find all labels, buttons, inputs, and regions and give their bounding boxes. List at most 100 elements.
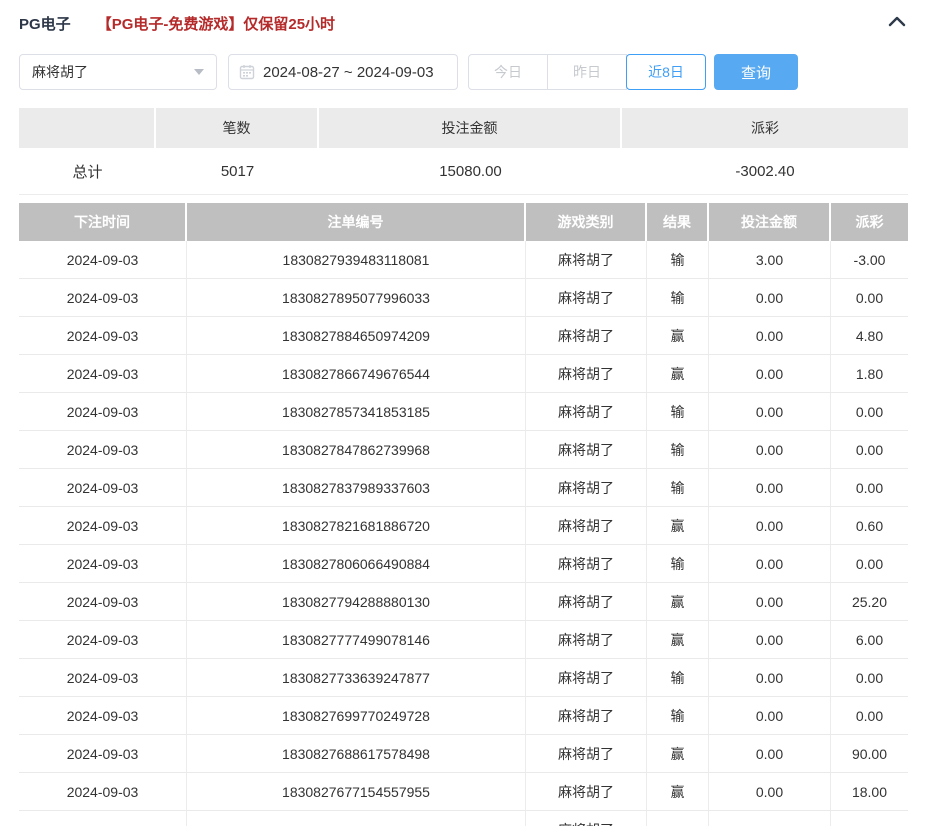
table-row: 2024-09-03 1830827777499078146 麻将胡了 赢 0.… <box>19 621 908 659</box>
cell-bet-id: 1830827895077996033 <box>187 279 526 316</box>
cell-bet-time: 2024-09-03 <box>19 507 187 544</box>
summary-header-blank <box>19 108 156 148</box>
cell-bet-amount: 3.00 <box>709 241 831 278</box>
cell-bet-time: 2024-09-03 <box>19 773 187 810</box>
table-row: 2024-09-03 1830827866749676544 麻将胡了 赢 0.… <box>19 355 908 393</box>
col-header-time: 下注时间 <box>19 203 187 241</box>
cell-bet-time: 2024-09-03 <box>19 735 187 772</box>
summary-total-bet: 15080.00 <box>439 162 502 180</box>
cell-result <box>647 811 709 826</box>
cell-bet-time: 2024-09-03 <box>19 621 187 658</box>
summary-header-bet: 投注金额 <box>319 108 622 148</box>
today-button[interactable]: 今日 <box>468 54 548 90</box>
cell-game-type: 麻将胡了 <box>526 735 647 772</box>
cell-result: 赢 <box>647 773 709 810</box>
table-row: 2024-09-03 1830827821681886720 麻将胡了 赢 0.… <box>19 507 908 545</box>
cell-bet-id: 1830827884650974209 <box>187 317 526 354</box>
cell-result: 输 <box>647 241 709 278</box>
table-row: 2024-09-03 1830827677154557955 麻将胡了 赢 0.… <box>19 773 908 811</box>
cell-payout: -3.00 <box>853 251 886 268</box>
cell-game-type: 麻将胡了 <box>526 811 647 826</box>
table-body: 2024-09-03 1830827939483118081 麻将胡了 输 3.… <box>19 241 908 826</box>
search-button[interactable]: 查询 <box>714 54 798 90</box>
cell-result: 赢 <box>647 355 709 392</box>
cell-game-type: 麻将胡了 <box>526 431 647 468</box>
cell-result: 赢 <box>647 583 709 620</box>
cell-game-type: 麻将胡了 <box>526 469 647 506</box>
cell-payout: 0.00 <box>855 669 884 686</box>
cell-bet-id: 1830827699770249728 <box>187 697 526 734</box>
table-row: 2024-09-03 1830827733639247877 麻将胡了 输 0.… <box>19 659 908 697</box>
cell-payout: 0.00 <box>855 707 884 724</box>
filter-bar: 麻将胡了 2024-08-27 ~ 2024-09-03 今日 昨日 近8日 查… <box>19 54 908 90</box>
chevron-up-icon <box>888 14 906 32</box>
cell-game-type: 麻将胡了 <box>526 583 647 620</box>
cell-payout: 0.00 <box>855 441 884 458</box>
caret-down-icon <box>194 69 204 75</box>
cell-bet-amount: 0.00 <box>709 355 831 392</box>
cell-bet-amount: 0.00 <box>709 773 831 810</box>
cell-game-type: 麻将胡了 <box>526 545 647 582</box>
cell-bet-id: 1830827821681886720 <box>187 507 526 544</box>
cell-payout: 0.00 <box>855 403 884 420</box>
table-row: 2024-09-03 1830827939483118081 麻将胡了 输 3.… <box>19 241 908 279</box>
cell-bet-id: 1830827857341853185 <box>187 393 526 430</box>
col-header-bet: 投注金额 <box>709 203 831 241</box>
date-range-input[interactable]: 2024-08-27 ~ 2024-09-03 <box>228 54 458 90</box>
col-header-id: 注单编号 <box>187 203 526 241</box>
cell-bet-time: 2024-09-03 <box>19 279 187 316</box>
panel-header: PG电子 【PG电子-免费游戏】仅保留25小时 <box>19 0 908 46</box>
cell-bet-amount: 0.00 <box>709 621 831 658</box>
cell-bet-id: 1830827939483118081 <box>187 241 526 278</box>
cell-bet-id: 1830827688617578498 <box>187 735 526 772</box>
cell-bet-amount: 0.00 <box>709 279 831 316</box>
cell-bet-time: 2024-09-03 <box>19 697 187 734</box>
table-row: 2024-09-03 1830827794288880130 麻将胡了 赢 0.… <box>19 583 908 621</box>
table-row: 2024-09-03 1830827847862739968 麻将胡了 输 0.… <box>19 431 908 469</box>
summary-total-label: 总计 <box>72 163 103 181</box>
summary-total-row: 总计 5017 15080.00 -3002.40 <box>19 148 908 195</box>
cell-result: 赢 <box>647 317 709 354</box>
cell-result: 输 <box>647 431 709 468</box>
last-8-days-button[interactable]: 近8日 <box>626 54 706 90</box>
cell-bet-time: 2024-09-03 <box>19 469 187 506</box>
cell-result: 输 <box>647 697 709 734</box>
collapse-button[interactable] <box>886 12 908 34</box>
cell-payout: 0.60 <box>855 517 884 534</box>
table-row: 2024-09-03 1830827688617578498 麻将胡了 赢 0.… <box>19 735 908 773</box>
summary-total-payout: -3002.40 <box>735 162 795 180</box>
bet-records-table: 下注时间 注单编号 游戏类别 结果 投注金额 派彩 2024-09-03 183… <box>19 203 908 826</box>
cell-result: 输 <box>647 545 709 582</box>
cell-game-type: 麻将胡了 <box>526 659 647 696</box>
cell-payout: 0.00 <box>855 289 884 306</box>
cell-bet-id: 1830827837989337603 <box>187 469 526 506</box>
yesterday-button[interactable]: 昨日 <box>547 54 627 90</box>
summary-table: 笔数 投注金额 派彩 总计 5017 15080.00 -3002.40 <box>19 108 908 195</box>
cell-result: 输 <box>647 469 709 506</box>
col-header-result: 结果 <box>647 203 709 241</box>
cell-payout <box>831 811 908 826</box>
cell-bet-id: 1830827806066490884 <box>187 545 526 582</box>
cell-game-type: 麻将胡了 <box>526 317 647 354</box>
cell-bet-amount: 0.00 <box>709 507 831 544</box>
col-header-type: 游戏类别 <box>526 203 647 241</box>
cell-bet-time: 2024-09-03 <box>19 431 187 468</box>
cell-bet-time: 2024-09-03 <box>19 545 187 582</box>
cell-payout: 18.00 <box>851 783 888 800</box>
summary-header-row: 笔数 投注金额 派彩 <box>19 108 908 148</box>
cell-bet-amount: 0.00 <box>709 659 831 696</box>
table-row: 2024-09-03 1830827857341853185 麻将胡了 输 0.… <box>19 393 908 431</box>
cell-payout: 4.80 <box>855 327 884 344</box>
cell-game-type: 麻将胡了 <box>526 355 647 392</box>
cell-game-type: 麻将胡了 <box>526 393 647 430</box>
cell-bet-time: 2024-09-03 <box>19 317 187 354</box>
cell-bet-amount: 0.00 <box>709 583 831 620</box>
cell-bet-time: 2024-09-03 <box>19 355 187 392</box>
game-select[interactable]: 麻将胡了 <box>19 54 217 90</box>
promo-notice: 【PG电子-免费游戏】仅保留25小时 <box>96 15 336 33</box>
table-row: 2024-09-03 1830827806066490884 麻将胡了 输 0.… <box>19 545 908 583</box>
cell-bet-id: 1830827847862739968 <box>187 431 526 468</box>
cell-bet-time: 2024-09-03 <box>19 659 187 696</box>
cell-result: 输 <box>647 659 709 696</box>
